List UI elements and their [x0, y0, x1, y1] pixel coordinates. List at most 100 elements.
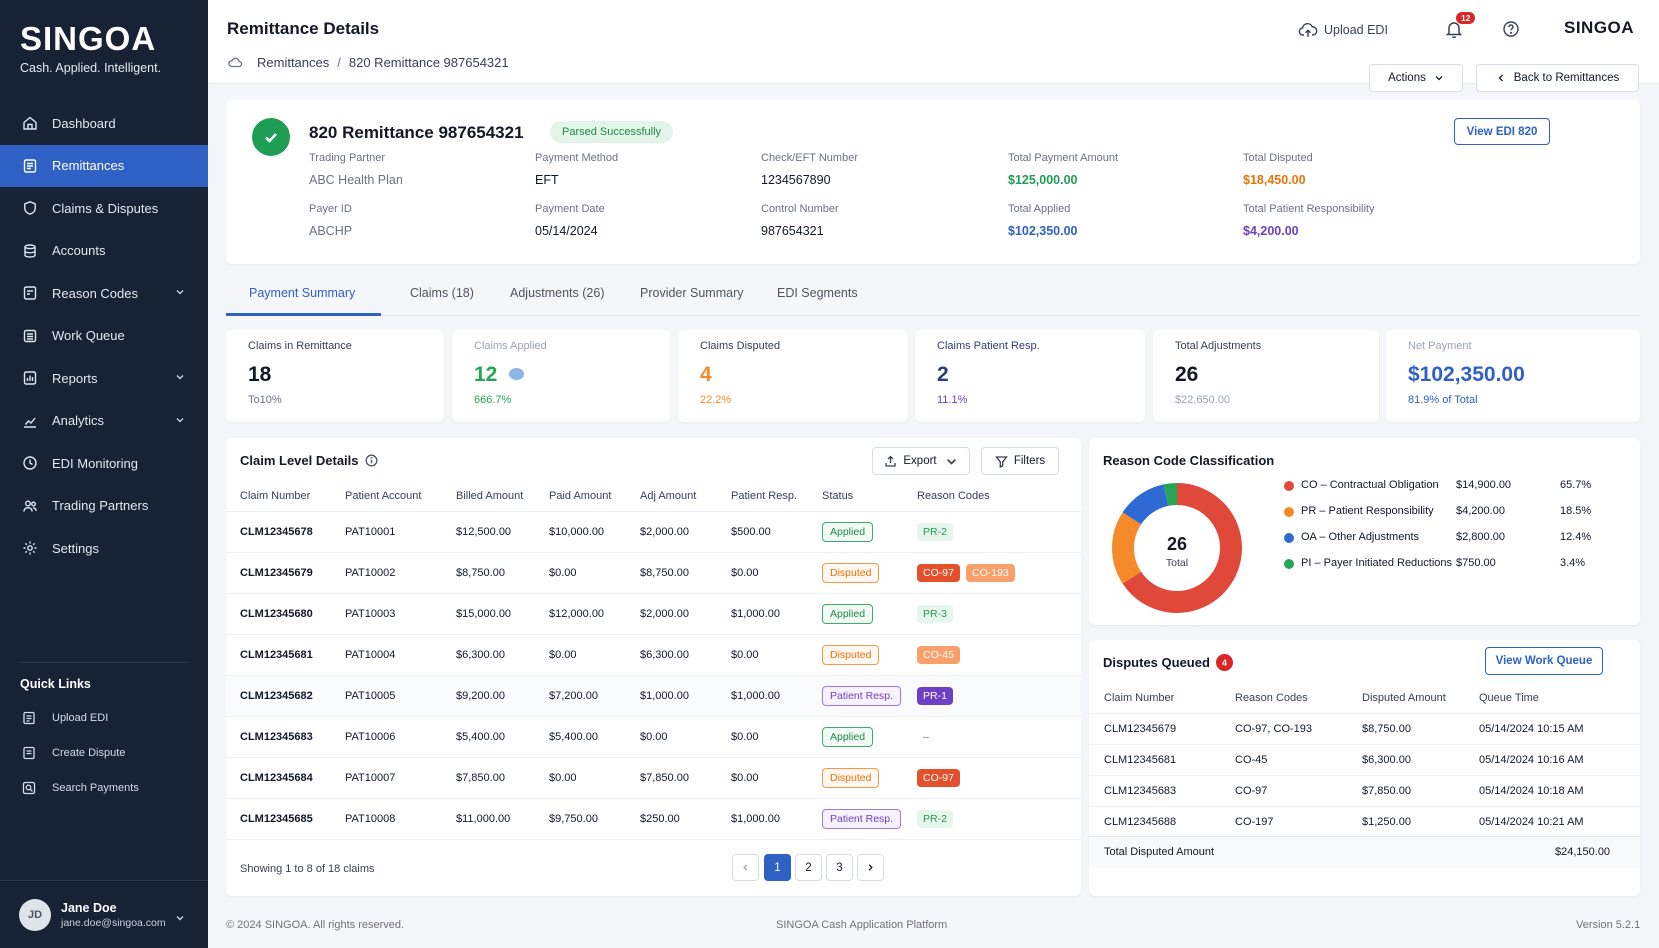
quick-link-upload-edi[interactable]: Upload EDI	[0, 700, 208, 735]
sidebar-item-settings[interactable]: Settings	[0, 527, 208, 570]
table-row[interactable]: CLM12345678 PAT10001 $12,500.00 $10,000.…	[226, 512, 1081, 553]
cell-adj: $0.00	[640, 731, 668, 743]
cell-queue-time: 05/14/2024 10:18 AM	[1479, 785, 1584, 797]
tab-adjustments[interactable]: Adjustments (26)	[510, 286, 605, 300]
cell-billed: $8,750.00	[456, 567, 505, 579]
column-header[interactable]: Reason Codes	[1235, 692, 1308, 704]
cell-amount: $6,300.00	[1362, 754, 1411, 766]
table-row[interactable]: CLM12345679 CO-97, CO-193 $8,750.00 05/1…	[1089, 713, 1640, 744]
sidebar-item-accounts[interactable]: Accounts	[0, 230, 208, 273]
export-button[interactable]: Export	[872, 447, 970, 475]
cell-claim-number[interactable]: CLM12345683	[1104, 785, 1177, 797]
cell-patient-account: PAT10001	[345, 526, 396, 538]
sidebar-item-claims-disputes[interactable]: Claims & Disputes	[0, 187, 208, 230]
breadcrumb-remittances[interactable]: Remittances	[257, 54, 330, 70]
field-payer-id: Payer ID ABCHP	[309, 203, 352, 238]
column-header[interactable]: Reason Codes	[917, 490, 990, 502]
reason-code-tag: PR-3	[917, 605, 953, 623]
column-header[interactable]: Patient Account	[345, 490, 422, 502]
field-label: Total Payment Amount	[1008, 152, 1119, 164]
status-badge: Applied	[822, 604, 874, 624]
back-to-remittances-button[interactable]: Back to Remittances	[1476, 64, 1639, 92]
cell-claim-number[interactable]: CLM12345682	[240, 690, 313, 702]
sidebar-item-trading-partners[interactable]: Trading Partners	[0, 485, 208, 528]
cell-billed: $15,000.00	[456, 608, 512, 620]
sidebar-item-reason-codes[interactable]: Reason Codes	[0, 272, 208, 315]
table-row[interactable]: CLM12345683 CO-97 $7,850.00 05/14/2024 1…	[1089, 775, 1640, 806]
sidebar-item-label: Reason Codes	[52, 285, 138, 301]
field-label: Total Applied	[1008, 203, 1071, 215]
view-work-queue-button[interactable]: View Work Queue	[1485, 647, 1603, 675]
tab-provider-summary[interactable]: Provider Summary	[640, 286, 744, 300]
cell-claim-number[interactable]: CLM12345679	[1104, 723, 1177, 735]
column-header[interactable]: Claim Number	[240, 490, 311, 502]
table-row[interactable]: CLM12345688 CO-197 $1,250.00 05/14/2024 …	[1089, 806, 1640, 837]
column-header[interactable]: Adj Amount	[640, 490, 697, 502]
tab-payment-summary[interactable]: Payment Summary	[249, 286, 356, 300]
view-edi-button[interactable]: View EDI 820	[1454, 118, 1550, 145]
page-button[interactable]: 1	[764, 854, 791, 881]
tab-edi-segments[interactable]: EDI Segments	[777, 286, 858, 300]
table-row[interactable]: CLM12345685 PAT10008 $11,000.00 $9,750.0…	[226, 799, 1081, 840]
donut-slice[interactable]	[1112, 483, 1242, 613]
table-row[interactable]: CLM12345681 CO-45 $6,300.00 05/14/2024 1…	[1089, 744, 1640, 775]
help-icon[interactable]	[1502, 20, 1520, 38]
donut-slice[interactable]	[1112, 483, 1242, 613]
breadcrumb-current: 820 Remittance 987654321	[348, 54, 509, 70]
cell-queue-time: 05/14/2024 10:21 AM	[1479, 816, 1584, 828]
page-button[interactable]: 2	[795, 854, 822, 881]
metric-sub: $22,650.00	[1175, 394, 1231, 406]
next-page-button[interactable]	[857, 854, 884, 881]
field-value: $125,000.00	[1008, 173, 1078, 187]
cell-claim-number[interactable]: CLM12345681	[1104, 754, 1177, 766]
section-title: Reason Code Classification	[1103, 453, 1275, 468]
cell-patient-account: PAT10004	[345, 649, 396, 661]
upload-edi-button[interactable]: Upload EDI	[1298, 20, 1388, 40]
cell-claim-number[interactable]: CLM12345688	[1104, 816, 1177, 828]
quick-link-create-dispute[interactable]: Create Dispute	[0, 735, 208, 770]
prev-page-button[interactable]	[732, 854, 759, 881]
sidebar-item-reports[interactable]: Reports	[0, 357, 208, 400]
cell-claim-number[interactable]: CLM12345681	[240, 649, 313, 661]
bell-icon[interactable]	[1444, 19, 1464, 39]
donut-total: 26	[1166, 534, 1188, 554]
page-button[interactable]: 3	[826, 854, 853, 881]
legend-swatch	[1284, 481, 1294, 491]
cloud-home-icon	[228, 57, 243, 68]
cell-claim-number[interactable]: CLM12345685	[240, 813, 313, 825]
tab-claims[interactable]: Claims (18)	[410, 286, 474, 300]
table-row[interactable]: CLM12345681 PAT10004 $6,300.00 $0.00 $6,…	[226, 635, 1081, 676]
cell-claim-number[interactable]: CLM12345683	[240, 731, 313, 743]
table-row[interactable]: CLM12345679 PAT10002 $8,750.00 $0.00 $8,…	[226, 553, 1081, 594]
quick-link-search-payments[interactable]: Search Payments	[0, 770, 208, 805]
field-label: Payment Method	[535, 152, 619, 164]
filters-button[interactable]: Filters	[981, 447, 1059, 475]
column-header[interactable]: Claim Number	[1104, 692, 1175, 704]
cell-claim-number[interactable]: CLM12345684	[240, 772, 313, 784]
column-header[interactable]: Disputed Amount	[1362, 692, 1446, 704]
cell-claim-number[interactable]: CLM12345680	[240, 608, 313, 620]
table-row[interactable]: CLM12345682 PAT10005 $9,200.00 $7,200.00…	[226, 676, 1081, 717]
sidebar-item-edi-monitoring[interactable]: EDI Monitoring	[0, 442, 208, 485]
info-icon[interactable]	[365, 454, 378, 467]
cell-claim-number[interactable]: CLM12345678	[240, 526, 313, 538]
sidebar-item-analytics[interactable]: Analytics	[0, 400, 208, 443]
footer-copyright: © 2024 SINGOA. All rights reserved.	[226, 919, 405, 931]
user-menu[interactable]: JD Jane Doe jane.doe@singoa.com	[0, 880, 208, 948]
sidebar-item-remittances[interactable]: Remittances	[0, 144, 208, 187]
table-row[interactable]: CLM12345683 PAT10006 $5,400.00 $5,400.00…	[226, 717, 1081, 758]
table-row[interactable]: CLM12345684 PAT10007 $7,850.00 $0.00 $7,…	[226, 758, 1081, 799]
column-header[interactable]: Queue Time	[1479, 692, 1539, 704]
cell-claim-number[interactable]: CLM12345679	[240, 567, 313, 579]
column-header[interactable]: Billed Amount	[456, 490, 524, 502]
table-row[interactable]: CLM12345680 PAT10003 $15,000.00 $12,000.…	[226, 594, 1081, 635]
sidebar-item-work-queue[interactable]: Work Queue	[0, 315, 208, 358]
column-header[interactable]: Status	[822, 490, 854, 502]
actions-dropdown[interactable]: Actions	[1369, 64, 1463, 92]
sidebar-item-dashboard[interactable]: Dashboard	[0, 102, 208, 145]
column-header[interactable]: Paid Amount	[549, 490, 612, 502]
chevron-down-icon	[176, 916, 184, 921]
chevron-left-icon	[1498, 74, 1503, 82]
dispute-icon	[22, 746, 36, 760]
column-header[interactable]: Patient Resp.	[731, 490, 798, 502]
